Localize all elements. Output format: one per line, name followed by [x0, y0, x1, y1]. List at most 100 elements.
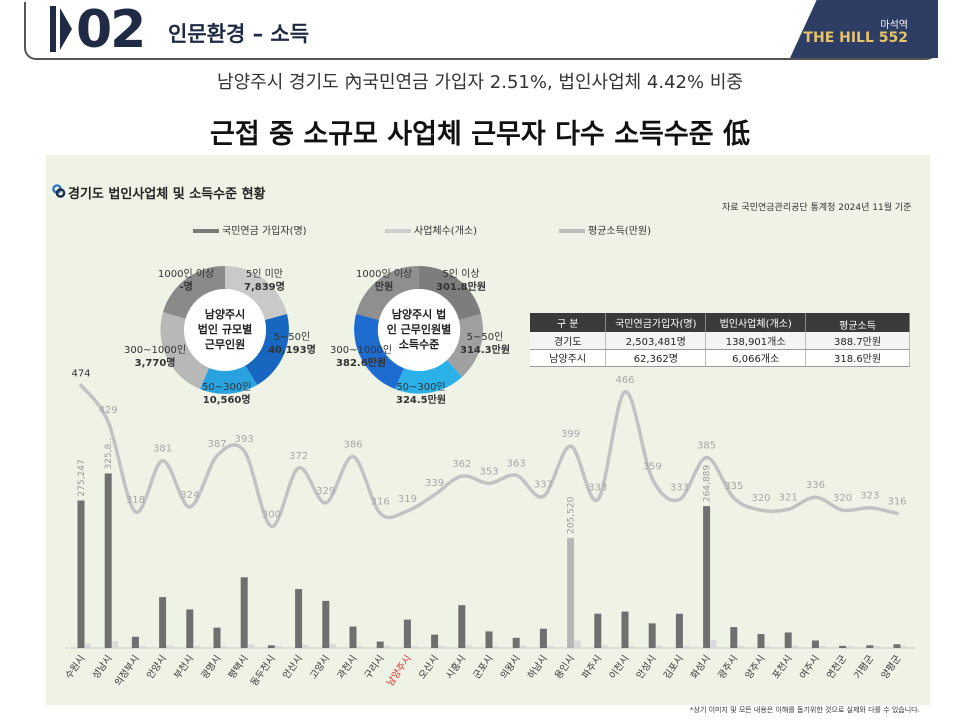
income-value-label: 318	[126, 495, 145, 506]
bar-subscribers	[757, 634, 765, 648]
bar-businesses	[629, 646, 635, 648]
donut2-label-5plus-name: 5인 이상	[442, 269, 480, 280]
donut1-label-300-1000: 300~1000인 3,770명	[124, 344, 186, 370]
legend-swatch-income	[559, 229, 585, 233]
header-arrow-icon	[60, 8, 72, 50]
bar-subscribers	[594, 613, 602, 648]
income-value-label: 319	[398, 494, 417, 505]
donut2-seg-5plus	[419, 266, 481, 320]
donut2-label-50-300: 50~300인 324.5만원	[396, 381, 446, 407]
donut2-label-5-50-name: 5~50인	[466, 332, 504, 343]
bar-businesses	[846, 646, 853, 648]
bar-value-label: 275,247	[77, 459, 87, 496]
bar-subscribers	[675, 613, 683, 648]
subtitle: 남양주시 경기도 內국민연금 가입자 2.51%, 법인사업체 4.42% 비중	[217, 72, 743, 93]
income-value-label: 385	[697, 440, 716, 451]
donut1-label-5-50-name: 5~50인	[273, 332, 311, 343]
income-value-label: 381	[153, 444, 172, 455]
bar-businesses	[112, 641, 119, 648]
income-value-label: 320	[833, 493, 852, 504]
panel-title: 경기도 법인사업체 및 소득수준 현황	[68, 187, 266, 202]
donut2-center-line1: 남양주시 법	[391, 308, 447, 321]
category-tick-label: 평택시	[227, 653, 251, 681]
bar-businesses	[873, 646, 880, 648]
income-value-label: 393	[235, 434, 254, 445]
donut1-label-under5: 5인 미만 7,839명	[244, 268, 285, 294]
category-tick-label: 안성시	[635, 653, 659, 681]
bar-subscribers	[104, 473, 112, 648]
income-value-label: 386	[343, 440, 362, 451]
legend-label-income: 평균소득(만원)	[588, 226, 652, 237]
income-value-label: 474	[71, 368, 90, 379]
bar-businesses	[166, 645, 173, 648]
bar-subscribers	[703, 506, 711, 648]
category-tick-label: 가평군	[852, 653, 876, 681]
bar-businesses	[601, 645, 608, 648]
bar-subscribers	[77, 500, 85, 648]
donut1-center-line1: 남양주시	[204, 308, 246, 321]
income-value-label: 333	[670, 483, 689, 494]
bar-businesses	[329, 644, 336, 648]
category-tick-label: 오산시	[417, 653, 441, 681]
brand-badge: 마석역 THE HILL 552	[790, 0, 938, 58]
category-tick-label: 고양시	[308, 653, 332, 681]
table-row: 경기도 2,503,481명 138,901개소 388.7만원	[530, 332, 910, 350]
bar-subscribers	[485, 631, 493, 648]
category-tick-label: 안산시	[281, 653, 305, 681]
category-tick-label: 부천시	[172, 653, 196, 681]
source-note: 자료 국민연금관리공단 통계청 2024년 11월 기준	[722, 203, 912, 213]
donut2-center-line3: 소득수준	[398, 338, 440, 351]
bar-businesses	[819, 646, 826, 648]
bar-businesses	[357, 646, 363, 648]
bar-subscribers	[131, 636, 139, 648]
donut2-seg-300-1000	[354, 314, 404, 389]
donut1-center: 남양주시 법인 규모별 근무인원	[192, 307, 258, 352]
donut1-seg-over1000	[163, 265, 225, 319]
bar-subscribers	[403, 619, 411, 648]
donut1-seg-under5	[225, 266, 287, 320]
table-cell: 138,901개소	[705, 332, 807, 350]
income-value-label: 316	[371, 496, 390, 507]
bar-businesses	[737, 646, 744, 648]
donut1-seg-50-300	[200, 365, 257, 394]
donut2-label-5-50: 5~50인 314.3만원	[460, 331, 510, 357]
bar-businesses	[901, 646, 907, 648]
donut2-label-50-300-name: 50~300인	[396, 382, 446, 393]
bar-subscribers	[295, 589, 303, 648]
bar-businesses	[520, 646, 527, 648]
income-value-label: 329	[316, 486, 335, 497]
table-header-row: 구 분 국민연금가입자(명) 법인사업체(개소) 평균소득	[530, 313, 910, 332]
donut2-label-5plus-value: 301.8만원	[436, 282, 487, 293]
bar-subscribers	[186, 609, 194, 648]
income-value-label: 316	[887, 496, 906, 507]
income-value-label: 335	[724, 481, 743, 492]
category-tick-label: 구리시	[363, 653, 387, 681]
bar-subscribers	[458, 605, 466, 648]
bar-value-label: 325,8..	[104, 438, 114, 470]
income-value-label: 323	[860, 491, 879, 502]
donut2-label-5plus: 5인 이상 301.8만원	[436, 268, 486, 294]
bar-subscribers	[567, 537, 575, 648]
bar-subscribers	[512, 637, 520, 648]
bar-businesses	[465, 645, 472, 648]
donut1-label-5-50-value: 40,193명	[268, 345, 316, 356]
bar-subscribers	[784, 632, 792, 648]
category-tick-label: 성남시	[91, 653, 115, 681]
bar-value-label: 205,520	[567, 496, 577, 533]
table-cell: 318.6만원	[805, 349, 910, 367]
legend-label-subscribers: 국민연금 가입자(명)	[222, 226, 307, 237]
donut2-label-300-1000-name: 300~1000인	[330, 345, 393, 356]
bar-businesses	[710, 640, 717, 648]
category-tick-label: 동두천시	[249, 653, 278, 688]
legend-swatch-businesses	[385, 229, 411, 233]
income-value-label: 337	[534, 479, 553, 490]
donut2-label-300-1000: 300~1000인 382.6만원	[330, 344, 392, 370]
donut1-label-300-1000-value: 3,770명	[134, 358, 176, 369]
category-tick-label: 광명시	[199, 653, 224, 681]
category-tick-label: 여주시	[797, 653, 822, 681]
bar-businesses	[547, 646, 554, 648]
headline: 근접 중 소규모 사업체 근무자 다수 소득수준 低	[210, 119, 750, 150]
donut1-label-under5-value: 7,839명	[244, 282, 285, 293]
bar-businesses	[683, 645, 690, 648]
